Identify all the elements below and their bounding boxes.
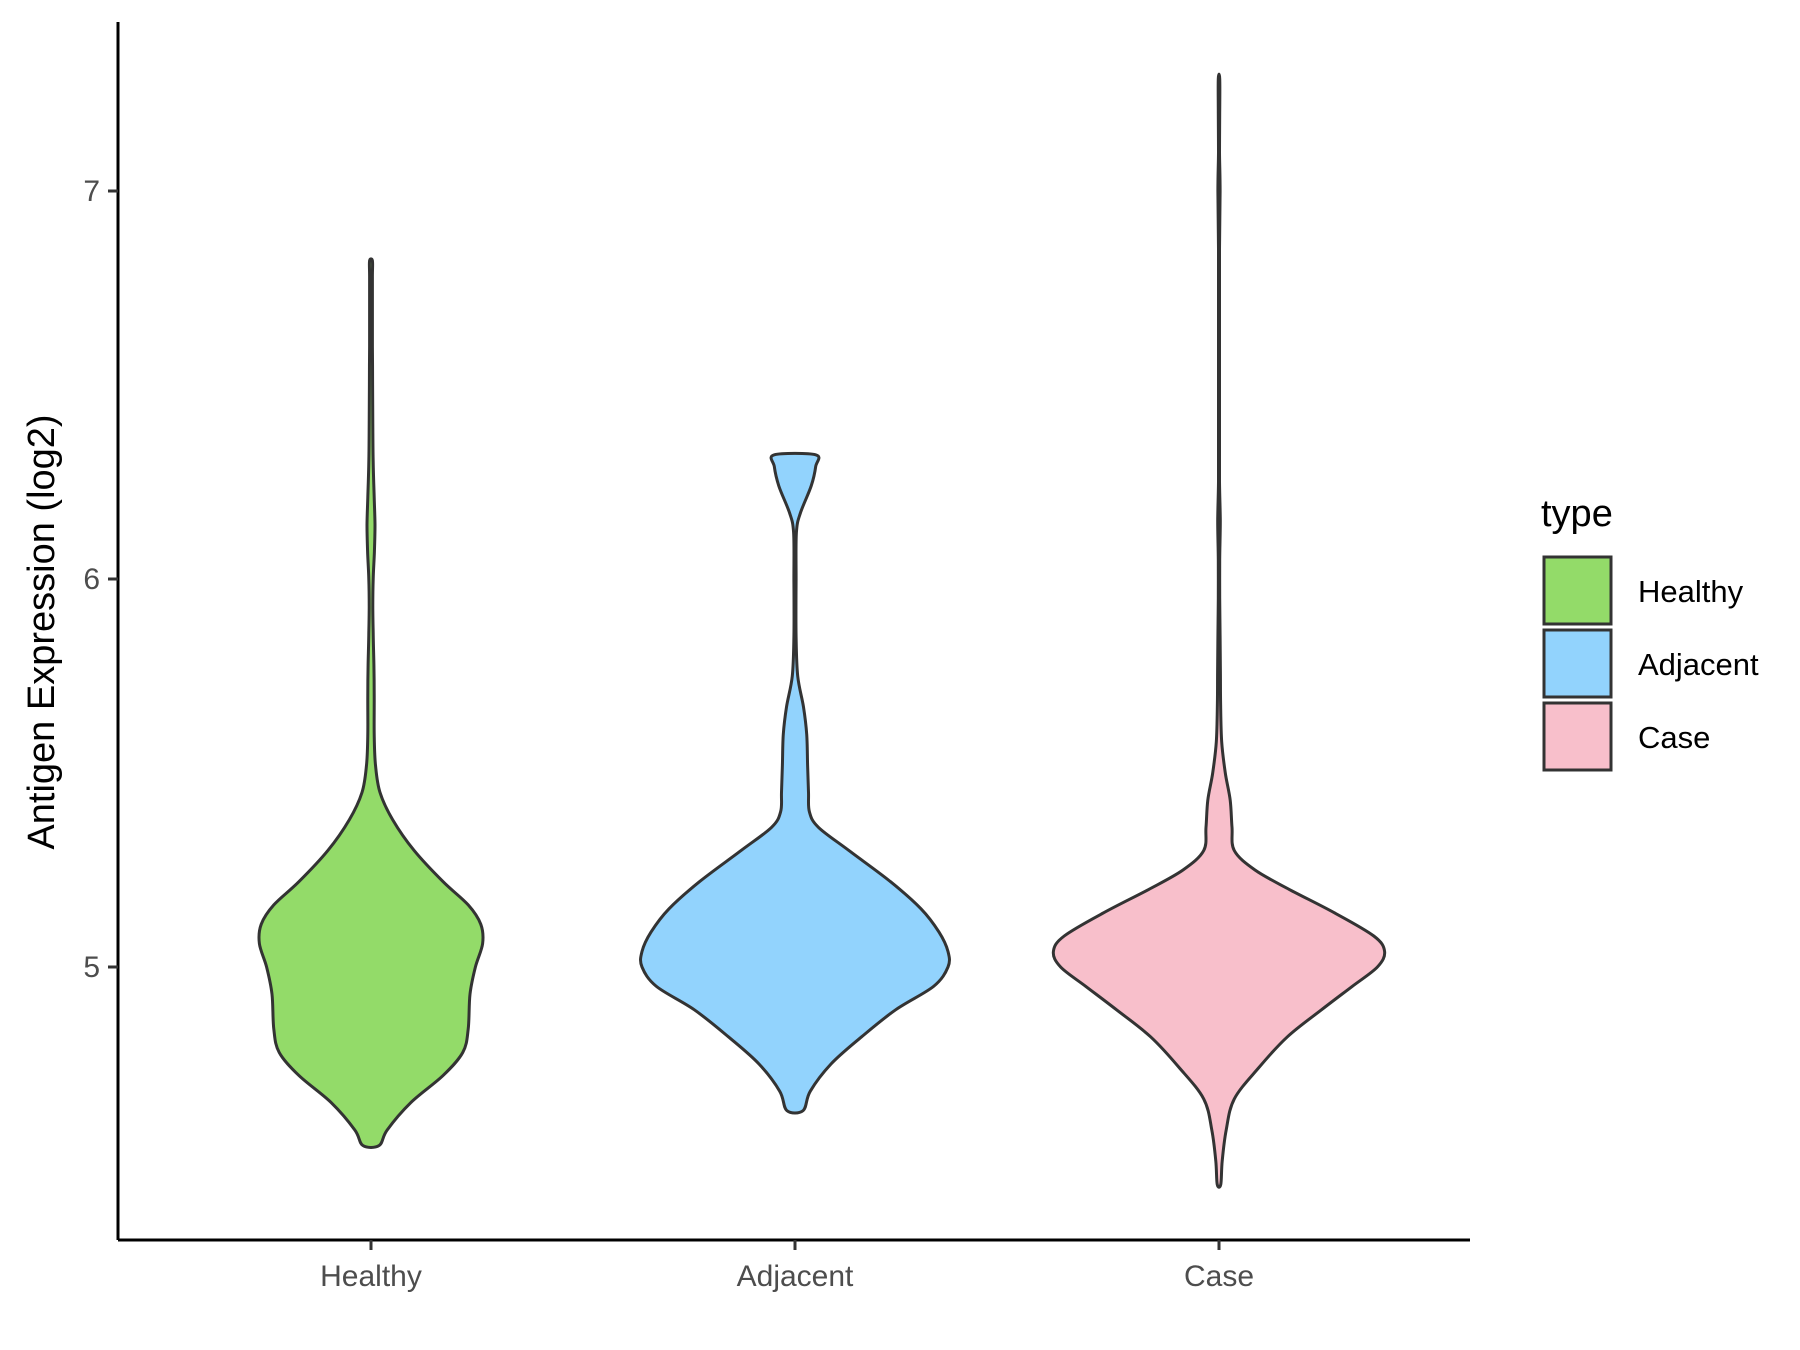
legend-swatch-adjacent [1542,628,1613,699]
legend-entries: Healthy Adjacent Case [1542,555,1759,772]
legend-label-healthy: Healthy [1638,574,1744,609]
violin-group [257,72,1387,1189]
legend-label-adjacent: Adjacent [1638,647,1759,682]
legend-title: type [1541,493,1613,535]
legend-swatch-healthy [1542,555,1613,626]
violin-adjacent [639,451,951,1115]
y-axis-title: Antigen Expression (log2) [21,414,63,849]
x-tick-label: Case [1184,1260,1254,1293]
legend: type Healthy Adjacent Case [1541,493,1759,772]
y-tick-label: 6 [83,563,100,596]
violin-case [1051,72,1387,1189]
legend-label-case: Case [1638,720,1710,755]
x-tick-label: Healthy [320,1260,422,1293]
x-tick-label: Adjacent [737,1260,854,1293]
y-axis-ticks: 5 6 7 [83,175,118,984]
y-tick-label: 7 [83,175,100,208]
violin-healthy [257,257,485,1149]
x-axis-ticks: Healthy Adjacent Case [320,1240,1254,1293]
y-tick-label: 5 [83,951,100,984]
legend-swatch-case [1542,701,1613,772]
